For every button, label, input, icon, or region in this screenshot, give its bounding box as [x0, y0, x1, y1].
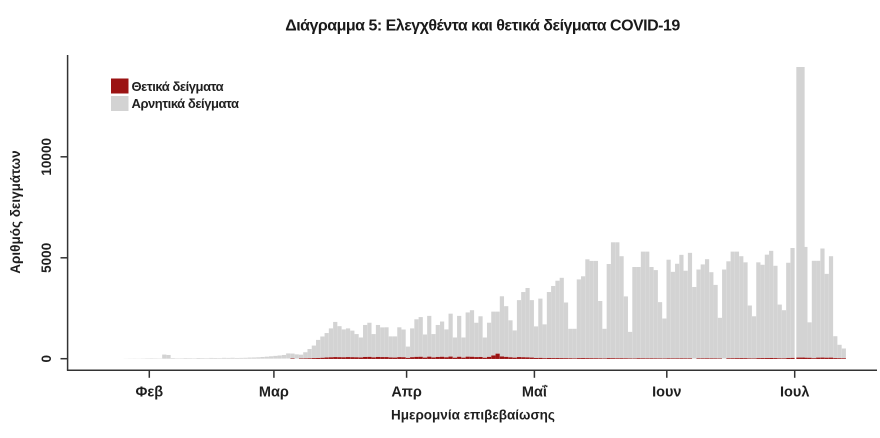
- svg-text:Θετικά δείγματα: Θετικά δείγματα: [132, 79, 224, 94]
- svg-text:Ημερομνία επιβεβαίωσης: Ημερομνία επιβεβαίωσης: [391, 408, 555, 423]
- svg-text:Διάγραμμα 5: Ελεγχθέντα και θε: Διάγραμμα 5: Ελεγχθέντα και θετικά δείγμ…: [285, 18, 680, 35]
- svg-text:Αριθμός δειγμάτων: Αριθμός δειγμάτων: [8, 150, 23, 273]
- svg-text:Μαΐ: Μαΐ: [522, 385, 548, 401]
- svg-text:Μαρ: Μαρ: [259, 385, 289, 401]
- svg-text:0: 0: [39, 355, 54, 363]
- svg-text:5000: 5000: [39, 243, 54, 273]
- svg-text:Αρνητικά δείγματα: Αρνητικά δείγματα: [132, 96, 240, 111]
- svg-text:Απρ: Απρ: [391, 385, 422, 401]
- svg-text:Ιουν: Ιουν: [652, 385, 681, 401]
- svg-text:Ιουλ: Ιουλ: [780, 385, 809, 401]
- svg-text:Φεβ: Φεβ: [135, 385, 163, 401]
- svg-text:10000: 10000: [39, 138, 54, 176]
